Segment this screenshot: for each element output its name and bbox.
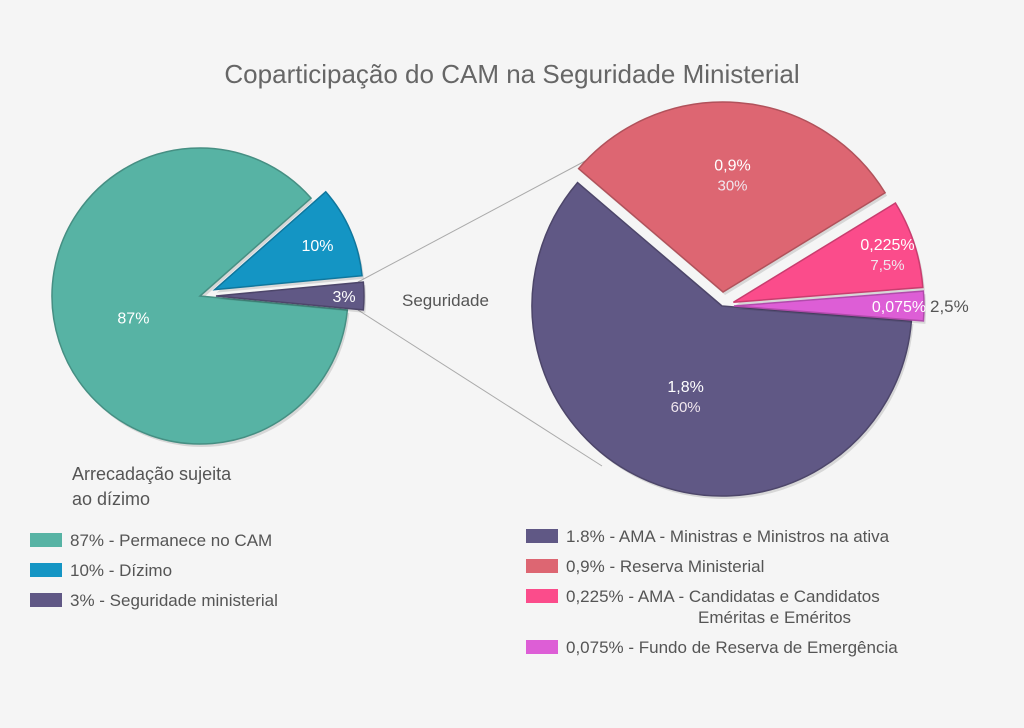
connector-line xyxy=(357,309,603,467)
legend-item: 3% - Seguridade ministerial xyxy=(30,590,278,611)
legend-left: 87% - Permanece no CAM 10% - Dízimo 3% -… xyxy=(30,530,278,620)
legend-label: 0,075% - Fundo de Reserva de Emergência xyxy=(566,638,898,657)
slice-sublabel: 60% xyxy=(671,399,701,416)
legend-item: 0,9% - Reserva Ministerial xyxy=(526,556,898,577)
legend-swatch xyxy=(30,563,62,577)
legend-item: 87% - Permanece no CAM xyxy=(30,530,278,551)
caption-line-1: Arrecadação sujeita xyxy=(72,464,232,484)
slice-sublabel: 7,5% xyxy=(870,257,904,274)
pie-slice xyxy=(51,147,349,445)
slice-label: 87% xyxy=(117,311,149,328)
legend-label-line-1: 0,225% - AMA - Candidatas e Candidatos xyxy=(566,587,880,606)
legend-label: 87% - Permanece no CAM xyxy=(70,531,273,550)
slice-sublabel: 30% xyxy=(717,177,747,194)
left-pie: 87% 10% 3% xyxy=(51,147,366,447)
legend-item: 1.8% - AMA - Ministras e Ministros na at… xyxy=(526,526,898,547)
connector-lines xyxy=(357,151,603,467)
slice-label: 0,075% xyxy=(872,299,926,316)
chart-title: Coparticipação do CAM na Seguridade Mini… xyxy=(224,59,799,89)
legend-label: 1.8% - AMA - Ministras e Ministros na at… xyxy=(566,527,890,546)
legend-label: 0,9% - Reserva Ministerial xyxy=(566,557,765,576)
pie-slice xyxy=(733,290,925,322)
slice-label: 10% xyxy=(301,238,333,255)
legend-swatch xyxy=(30,533,62,547)
legend-label: 3% - Seguridade ministerial xyxy=(70,591,278,610)
pie-slice xyxy=(577,101,887,293)
pie-slice xyxy=(733,201,924,304)
legend-label: 0,225% - AMA - Candidatas e Candidatos E… xyxy=(566,586,880,628)
legend-label: 10% - Dízimo xyxy=(70,561,173,580)
connector-line xyxy=(357,151,603,283)
legend-swatch xyxy=(526,640,558,654)
pie-slice xyxy=(215,281,365,311)
legend-swatch xyxy=(30,593,62,607)
pie-slice xyxy=(212,190,363,291)
slice-label: 3% xyxy=(332,289,355,306)
legend-right: 1.8% - AMA - Ministras e Ministros na at… xyxy=(526,526,898,667)
slice-label: 0,9% xyxy=(714,157,750,174)
legend-swatch xyxy=(526,559,558,573)
right-pie-title: Seguridade xyxy=(402,291,489,310)
legend-swatch xyxy=(526,529,558,543)
legend-item: 10% - Dízimo xyxy=(30,560,278,581)
caption-line-2: ao dízimo xyxy=(72,489,151,509)
slice-label: 1,8% xyxy=(667,379,703,396)
left-pie-caption: Arrecadação sujeita ao dízimo xyxy=(72,462,312,512)
slice-label: 0,225% xyxy=(860,237,914,254)
slice-label-outside: 2,5% xyxy=(930,297,969,316)
legend-swatch xyxy=(526,589,558,603)
legend-item: 0,075% - Fundo de Reserva de Emergência xyxy=(526,637,898,658)
pie-slice xyxy=(531,181,913,497)
right-pie: 1,8% 60% 0,9% 30% 0,225% 7,5% 0,075% xyxy=(531,101,926,499)
legend-item: 0,225% - AMA - Candidatas e Candidatos E… xyxy=(526,586,898,628)
legend-label-line-2: Eméritas e Eméritos xyxy=(698,608,852,627)
